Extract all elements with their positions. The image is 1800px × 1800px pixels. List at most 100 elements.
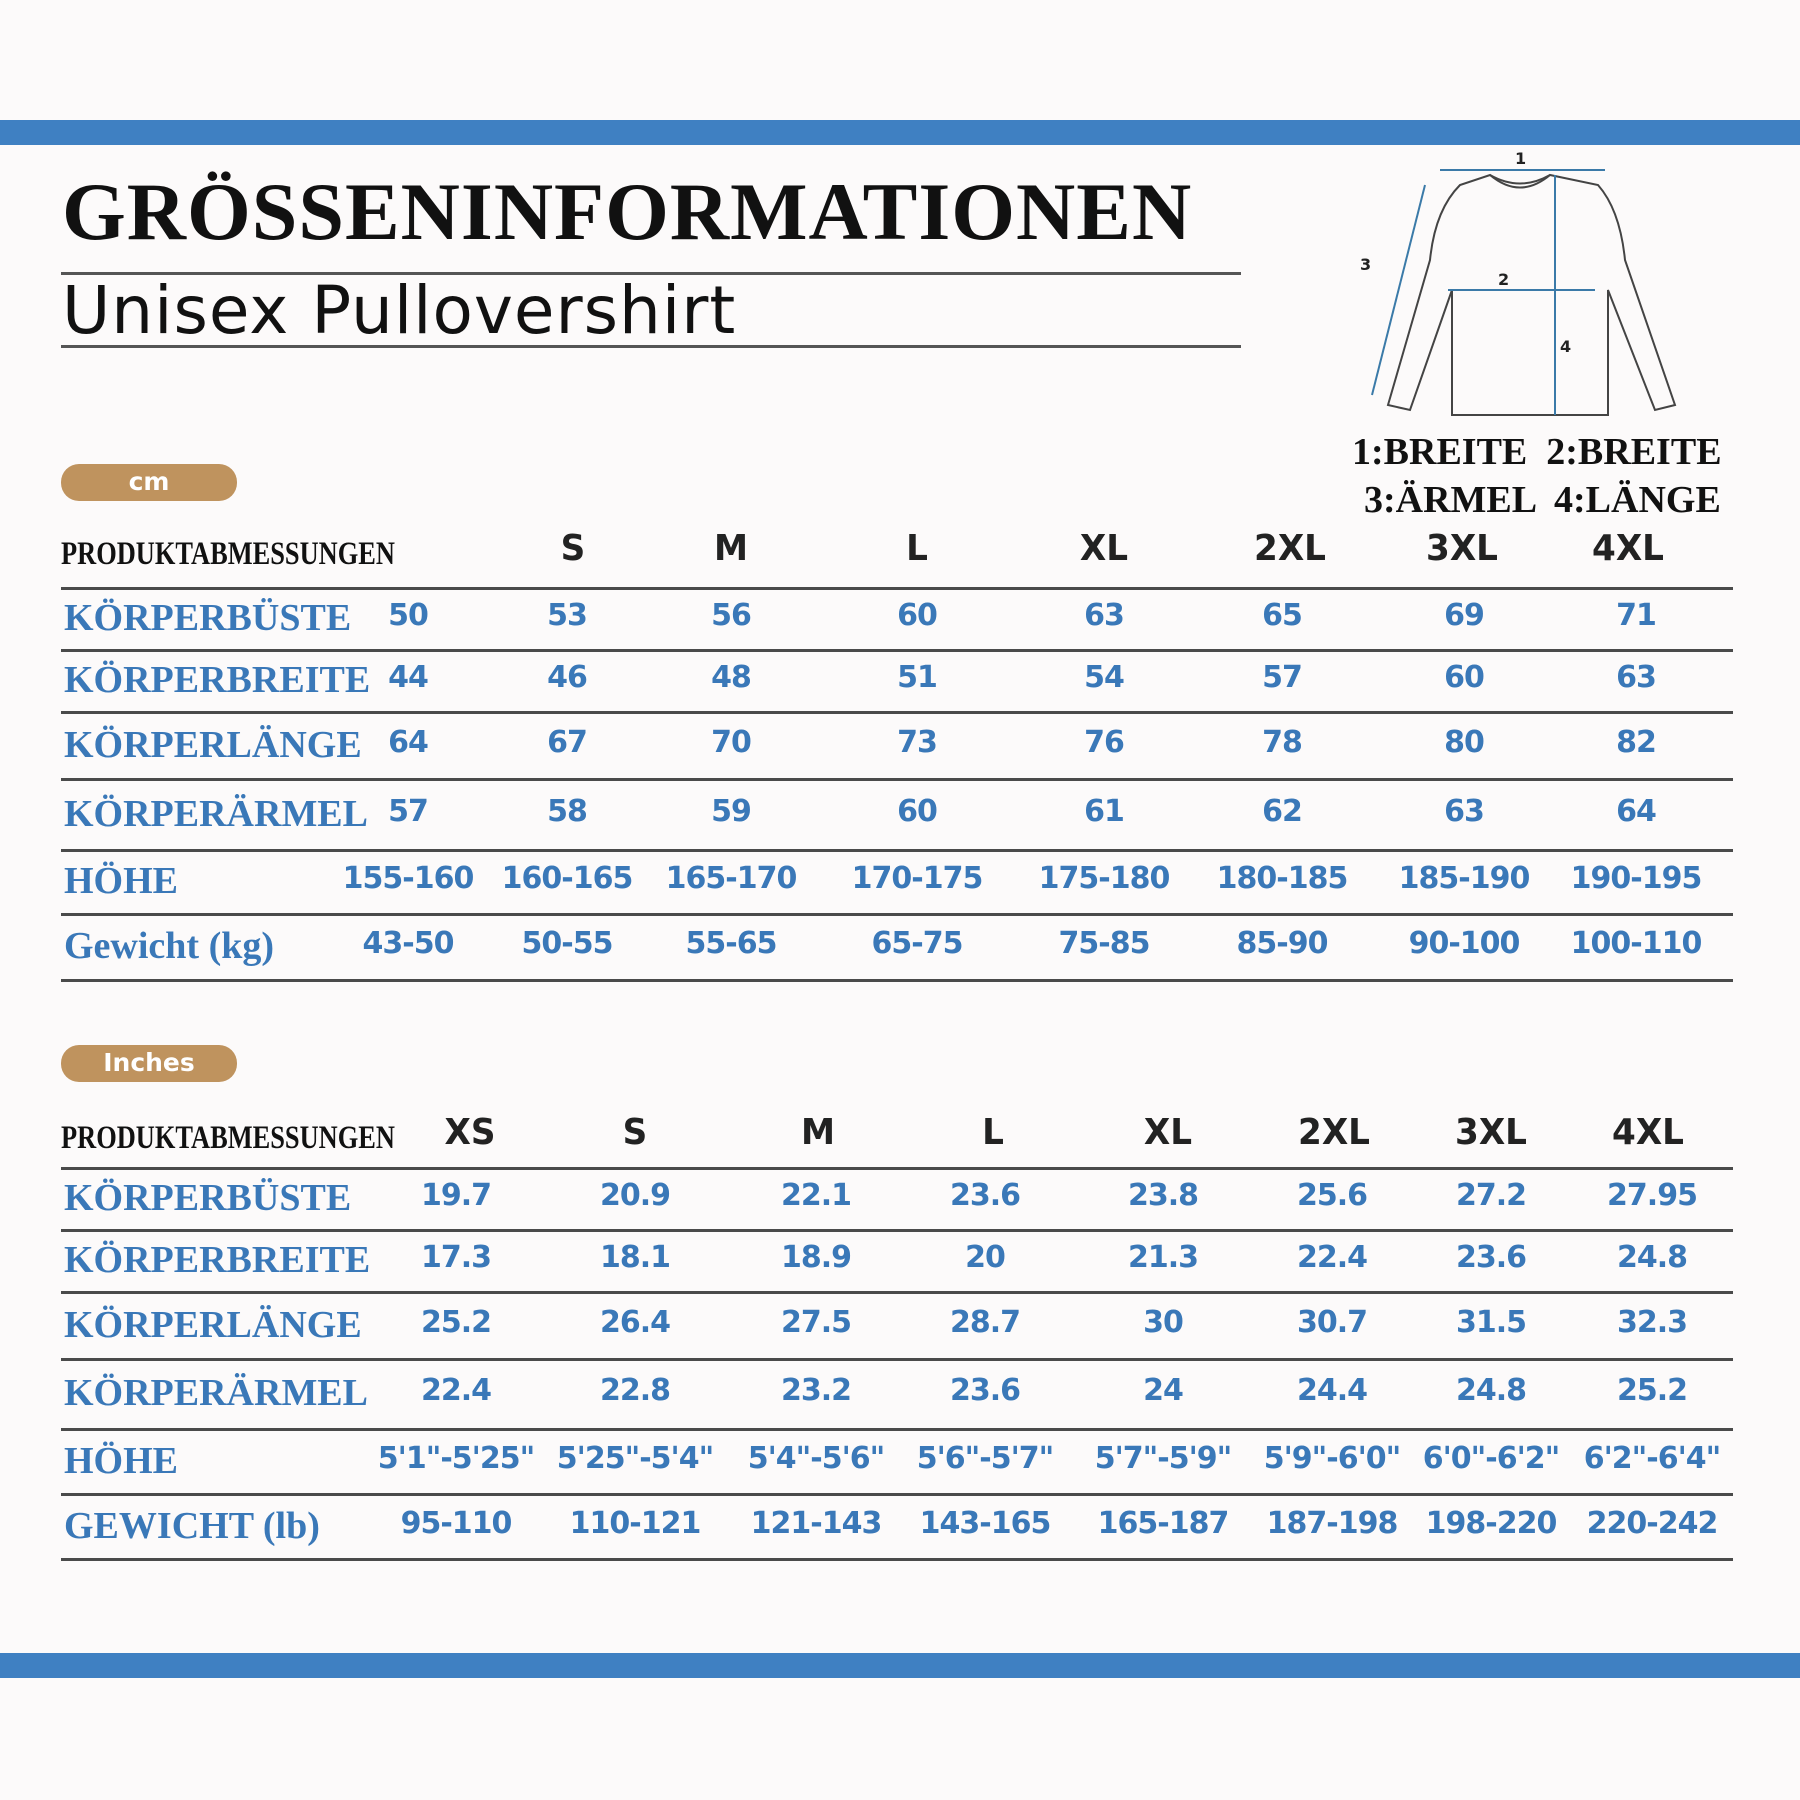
table-cell: 23.6 (949, 1178, 1021, 1213)
table-cell: 190-195 (1570, 861, 1703, 896)
table-cell: 65 (1262, 598, 1303, 633)
table-cell: 95-110 (400, 1505, 513, 1541)
row-label: KÖRPERBÜSTE (64, 597, 352, 639)
table-cell: 155-160 (342, 861, 475, 896)
table-cell: 50 (388, 598, 429, 633)
table-cell: 43-50 (362, 926, 455, 961)
table-cell: 5'9"-6'0" (1263, 1440, 1402, 1476)
bottom-accent-bar (0, 1653, 1800, 1678)
table-cell: 73 (897, 724, 938, 760)
table-cell: 90-100 (1408, 926, 1521, 961)
row-divider (61, 1493, 1733, 1496)
table-cell: 5'7"-5'9" (1094, 1440, 1233, 1476)
title-divider (61, 272, 1241, 275)
table-cell: 23.6 (949, 1373, 1021, 1408)
table-cell: 198-220 (1425, 1505, 1558, 1541)
table-cell: 22.1 (780, 1178, 852, 1213)
table-cell: 76 (1084, 724, 1125, 760)
table-cell: 32.3 (1616, 1304, 1688, 1340)
table-cell: 23.2 (780, 1373, 852, 1408)
row-divider (61, 649, 1733, 652)
row-divider (61, 849, 1733, 852)
table-cell: 27.2 (1455, 1178, 1527, 1213)
row-label: KÖRPERÄRMEL (64, 1372, 368, 1414)
table-cell: 24.8 (1616, 1240, 1688, 1275)
table-cell: 5'4"-5'6" (747, 1440, 886, 1476)
table-cell: 180-185 (1216, 861, 1349, 896)
size-header-l: L (982, 1112, 1004, 1153)
table-cell: 64 (1616, 793, 1657, 829)
size-header-xl: XL (1079, 528, 1129, 569)
table-header-label: PRODUKTABMESSUNGEN (61, 1120, 395, 1156)
unit-badge-cm: cm (61, 464, 237, 501)
table-cell: 27.5 (780, 1304, 852, 1340)
size-header-2xl: 2XL (1254, 528, 1326, 569)
marker-3: 3 (1360, 255, 1371, 274)
table-cell: 82 (1616, 724, 1657, 760)
shirt-outline-icon (1386, 173, 1677, 416)
row-label: HÖHE (64, 1439, 179, 1482)
size-header-s: S (622, 1112, 648, 1153)
table-cell: 25.2 (1616, 1373, 1688, 1408)
table-cell: 60 (897, 793, 938, 829)
table-cell: 63 (1616, 660, 1657, 695)
size-header-3xl: 3XL (1455, 1112, 1527, 1153)
table-cell: 61 (1084, 793, 1125, 829)
table-cell: 30 (1143, 1304, 1184, 1340)
top-accent-bar (0, 120, 1800, 145)
table-cell: 58 (547, 793, 588, 829)
diagram-legend-line-1: 1:BREITE 2:BREITE (1352, 431, 1722, 473)
row-label: HÖHE (64, 860, 179, 902)
row-label: KÖRPERÄRMEL (64, 792, 368, 835)
header-divider (61, 1167, 1733, 1170)
table-cell: 27.95 (1607, 1178, 1698, 1213)
table-cell: 165-187 (1097, 1505, 1230, 1541)
table-cell: 63 (1084, 598, 1125, 633)
table-cell: 75-85 (1058, 926, 1151, 961)
table-cell: 56 (711, 598, 752, 633)
row-divider (61, 1358, 1733, 1361)
table-cell: 20.9 (599, 1178, 671, 1213)
table-cell: 110-121 (569, 1505, 702, 1541)
row-divider (61, 778, 1733, 781)
marker-4: 4 (1560, 337, 1571, 356)
table-cell: 24.4 (1296, 1373, 1368, 1408)
table-cell: 57 (388, 793, 429, 829)
table-cell: 64 (388, 724, 429, 760)
table-cell: 24.8 (1455, 1373, 1527, 1408)
table-cell: 17.3 (420, 1240, 492, 1275)
table-cell: 100-110 (1570, 926, 1703, 961)
table-cell: 5'1"-5'25" (377, 1440, 535, 1476)
marker-2: 2 (1498, 270, 1509, 289)
table-cell: 20 (965, 1240, 1006, 1275)
table-cell: 60 (1444, 660, 1485, 695)
shirt-measurement-diagram: 1 2 3 4 (1360, 149, 1677, 416)
table-cell: 25.2 (420, 1304, 492, 1340)
table-cell: 71 (1616, 598, 1657, 633)
table-cell: 185-190 (1398, 861, 1531, 896)
table-cell: 22.4 (1296, 1240, 1368, 1275)
table-cell: 44 (388, 660, 429, 695)
header-divider (61, 587, 1733, 590)
measurement-lines (1371, 169, 1605, 415)
table-cell: 60 (897, 598, 938, 633)
table-cell: 19.7 (420, 1178, 492, 1213)
row-divider (61, 1291, 1733, 1294)
table-cell: 30.7 (1296, 1304, 1368, 1340)
table-cell: 18.9 (780, 1240, 852, 1275)
table-cell: 24 (1143, 1373, 1184, 1408)
page-title: GRÖSSENINFORMATIONEN (62, 166, 1193, 257)
table-cell: 63 (1444, 793, 1485, 829)
table-cell: 57 (1262, 660, 1303, 695)
table-cell: 5'6"-5'7" (916, 1440, 1055, 1476)
diagram-legend-line-2: 3:ÄRMEL 4:LÄNGE (1364, 479, 1721, 521)
table-cell: 70 (711, 724, 752, 760)
size-header-4xl: 4XL (1612, 1112, 1684, 1153)
size-header-xl: XL (1143, 1112, 1193, 1153)
table-cell: 6'0"-6'2" (1422, 1440, 1561, 1476)
row-divider (61, 979, 1733, 982)
table-cell: 55-65 (685, 926, 778, 961)
table-cell: 5'25"-5'4" (556, 1440, 714, 1476)
row-divider (61, 711, 1733, 714)
table-cell: 23.6 (1455, 1240, 1527, 1275)
